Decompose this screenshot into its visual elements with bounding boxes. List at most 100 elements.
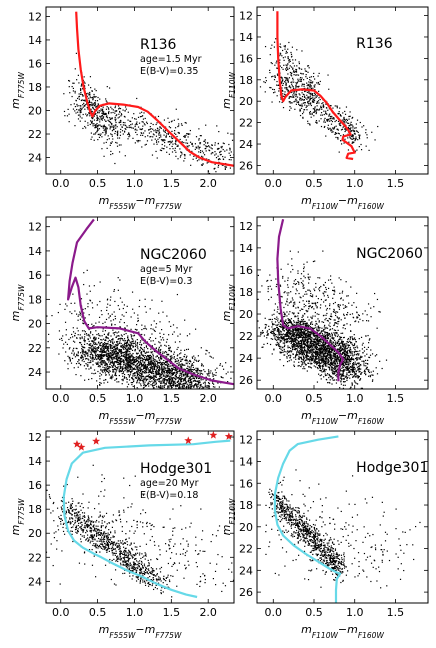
star-point	[105, 132, 107, 135]
star-point	[124, 116, 126, 118]
star-point	[124, 110, 126, 112]
star-point	[362, 342, 364, 344]
star-point	[353, 380, 356, 382]
star-point	[281, 82, 283, 84]
star-point	[280, 268, 282, 270]
star-point	[97, 125, 99, 128]
star-point	[111, 130, 114, 132]
star-point	[317, 298, 319, 300]
star-point	[94, 348, 96, 350]
star-point	[318, 352, 321, 354]
star-point	[91, 348, 93, 350]
star-point	[89, 344, 91, 347]
star-point	[90, 349, 93, 351]
star-point	[175, 141, 177, 143]
star-point	[125, 342, 127, 344]
star-point	[288, 41, 290, 44]
y-axis-label: mF110W	[220, 72, 237, 109]
star-point	[178, 384, 180, 386]
star-point	[326, 337, 329, 340]
star-point	[154, 330, 156, 332]
star-point	[95, 124, 97, 126]
star-point	[105, 374, 107, 376]
star-point	[170, 142, 172, 144]
star-point	[166, 381, 168, 383]
star-point	[213, 374, 215, 376]
star-point	[118, 116, 121, 118]
star-point	[114, 112, 116, 114]
star-point	[168, 375, 170, 377]
star-point	[182, 364, 184, 366]
star-point	[133, 362, 135, 364]
star-point	[131, 335, 133, 337]
star-point	[282, 84, 284, 87]
star-point	[164, 350, 166, 353]
star-point	[114, 130, 117, 133]
star-point	[82, 349, 84, 351]
star-point	[345, 354, 347, 356]
star-point	[376, 354, 378, 356]
star-point	[79, 109, 81, 111]
star-point	[174, 359, 176, 361]
star-point	[317, 100, 320, 102]
star-point	[131, 354, 133, 356]
star-point	[104, 347, 106, 349]
star-point	[315, 111, 318, 113]
star-point	[111, 355, 113, 357]
star-point	[172, 381, 174, 383]
star-point	[160, 348, 162, 351]
star-point	[295, 69, 298, 71]
star-point	[184, 377, 187, 379]
star-point	[157, 367, 159, 369]
star-point	[206, 350, 208, 352]
star-point	[145, 328, 148, 330]
star-point	[144, 325, 146, 327]
star-point	[117, 361, 119, 364]
star-point	[105, 344, 107, 346]
star-point	[97, 133, 99, 136]
star-point	[302, 99, 304, 101]
star-point	[116, 356, 118, 359]
star-point	[112, 125, 114, 127]
star-point	[92, 338, 95, 340]
star-point	[98, 357, 100, 359]
star-point	[100, 363, 102, 366]
star-point	[123, 361, 125, 363]
star-point	[344, 128, 346, 130]
star-point	[137, 359, 139, 362]
star-point	[199, 381, 201, 383]
panel-ngc2060-optical: 0.0 0.5 1.0 1.5 2.012141618202224NGC2060age=…	[9, 216, 235, 426]
star-point	[89, 103, 91, 106]
star-point	[155, 131, 157, 133]
star-point	[139, 361, 141, 363]
star-point	[117, 348, 119, 350]
star-point	[118, 342, 121, 344]
star-point	[205, 124, 207, 126]
star-point	[114, 344, 117, 346]
star-point	[133, 359, 135, 361]
star-point	[290, 107, 292, 109]
star-point	[80, 344, 83, 346]
star-point	[177, 145, 179, 147]
star-point	[80, 354, 83, 356]
star-point	[208, 385, 210, 387]
star-point	[63, 93, 65, 95]
star-point	[147, 135, 149, 137]
star-point	[89, 94, 91, 96]
star-point	[127, 133, 129, 136]
star-point	[202, 379, 204, 381]
star-point	[179, 333, 181, 335]
star-point	[96, 358, 98, 361]
star-point	[113, 348, 115, 351]
star-point	[279, 331, 281, 333]
star-point	[185, 360, 187, 362]
star-point	[120, 337, 122, 339]
star-point	[307, 100, 309, 103]
star-point	[81, 348, 83, 350]
star-point	[129, 356, 131, 359]
star-point	[118, 331, 120, 333]
star-point	[90, 367, 92, 369]
star-point	[310, 92, 312, 94]
star-point	[102, 371, 104, 374]
star-point	[109, 341, 112, 343]
